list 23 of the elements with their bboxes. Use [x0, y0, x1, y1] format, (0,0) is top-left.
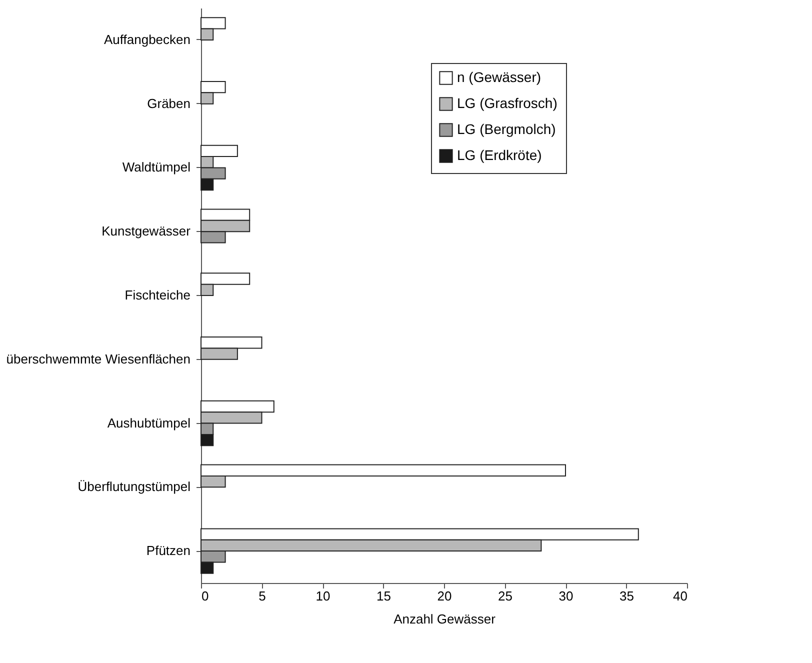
x-tick-label: 35	[620, 588, 634, 604]
y-tick-label: Waldtümpel	[122, 160, 191, 175]
x-tick-label: 25	[498, 588, 512, 604]
x-tick-label: 0	[202, 588, 209, 604]
y-tick-label: Pfützen	[146, 543, 190, 558]
y-tick-label: Auffangbecken	[104, 32, 190, 47]
y-tick-label: Kunstgewässer	[102, 224, 192, 239]
legend-label: LG (Bergmolch)	[457, 121, 556, 137]
legend-label: LG (Grasfrosch)	[457, 95, 558, 111]
x-tick-label: 5	[258, 588, 266, 604]
x-axis-title: Anzahl Gewässer	[394, 612, 496, 626]
y-tick-label: Fischteiche	[124, 288, 190, 302]
x-tick-label: 20	[437, 588, 452, 604]
legend-label: LG (Erdkröte)	[457, 147, 542, 163]
x-tick-label: 10	[316, 588, 330, 604]
y-tick-label: überschwemmte Wiesenflächen	[6, 351, 190, 366]
legend-label: n (Gewässer)	[457, 69, 542, 85]
x-tick-label: 15	[376, 588, 391, 604]
y-tick-label: Aushubtümpel	[107, 415, 191, 430]
y-tick-label: Gräben	[147, 96, 190, 111]
x-tick-label: 40	[673, 588, 688, 604]
x-tick-label: 30	[558, 588, 574, 604]
y-tick-label: Überflutungstümpel	[78, 479, 191, 494]
